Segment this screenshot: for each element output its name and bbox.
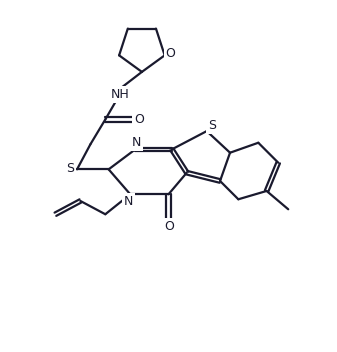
Text: O: O — [164, 220, 174, 233]
Text: NH: NH — [111, 88, 130, 101]
Text: N: N — [132, 136, 141, 149]
Text: O: O — [166, 47, 176, 60]
Text: S: S — [208, 119, 216, 132]
Text: N: N — [124, 195, 133, 208]
Text: O: O — [134, 113, 144, 126]
Text: S: S — [66, 162, 74, 175]
